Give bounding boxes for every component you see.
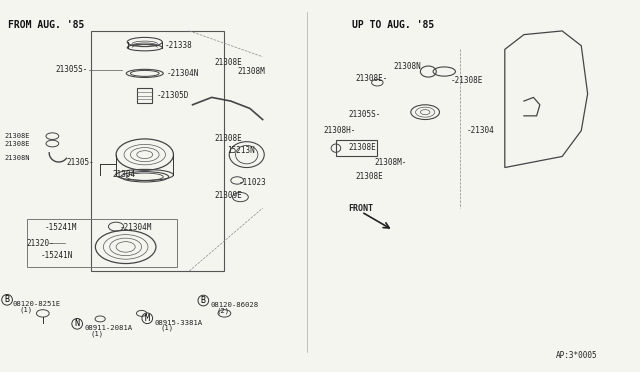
Text: B: B xyxy=(201,296,206,305)
Text: 21308E: 21308E xyxy=(355,172,383,181)
Text: FRONT: FRONT xyxy=(349,203,374,213)
Text: M: M xyxy=(145,314,150,323)
Text: B: B xyxy=(4,295,10,304)
Text: (2): (2) xyxy=(217,307,230,314)
Text: -11023: -11023 xyxy=(239,178,266,187)
Text: 21305S-: 21305S- xyxy=(349,109,381,119)
Text: UP TO AUG. '85: UP TO AUG. '85 xyxy=(352,20,434,30)
Text: 21308E: 21308E xyxy=(215,58,243,67)
Text: N: N xyxy=(75,319,79,328)
Text: 08915-3381A: 08915-3381A xyxy=(154,320,202,326)
Text: 08120-86028: 08120-86028 xyxy=(211,302,259,308)
Text: -15241M: -15241M xyxy=(45,223,77,232)
Text: -15241N: -15241N xyxy=(41,251,73,260)
Text: 08911-2081A: 08911-2081A xyxy=(84,325,132,331)
Text: 21308M: 21308M xyxy=(237,67,265,76)
Bar xyxy=(137,88,152,103)
Text: 21308N: 21308N xyxy=(394,61,421,71)
Text: -21338: -21338 xyxy=(165,41,193,50)
Text: (1): (1) xyxy=(161,325,174,331)
Text: 21308E: 21308E xyxy=(215,134,243,142)
Text: 21308E: 21308E xyxy=(349,143,376,152)
Text: -21304N: -21304N xyxy=(167,69,200,78)
Text: -21308E: -21308E xyxy=(451,76,483,85)
Text: 21305-: 21305- xyxy=(66,157,94,167)
Bar xyxy=(336,140,378,157)
Text: AP:3*0005: AP:3*0005 xyxy=(556,351,597,360)
Text: 21308M-: 21308M- xyxy=(374,157,406,167)
Bar xyxy=(91,31,225,271)
Text: 21308H-: 21308H- xyxy=(323,126,356,135)
Text: (1): (1) xyxy=(19,307,33,313)
Text: -21304M: -21304M xyxy=(119,223,152,232)
Text: 15213N: 15213N xyxy=(228,147,255,155)
Text: 21308E-: 21308E- xyxy=(355,74,387,83)
Text: 21309E: 21309E xyxy=(215,191,243,200)
Text: 21308N: 21308N xyxy=(4,155,30,161)
Text: 21308E: 21308E xyxy=(4,141,30,147)
Text: 21308E: 21308E xyxy=(4,133,30,139)
Text: (1): (1) xyxy=(91,330,104,337)
Text: 21305S-: 21305S- xyxy=(55,65,88,74)
Text: FROM AUG. '85: FROM AUG. '85 xyxy=(8,20,84,30)
Text: -21305D: -21305D xyxy=(156,91,189,100)
Bar xyxy=(27,219,177,267)
Text: -21304: -21304 xyxy=(467,126,494,135)
Text: 21320-: 21320- xyxy=(27,239,54,248)
Text: 21304: 21304 xyxy=(113,170,136,179)
Text: 08120-8251E: 08120-8251E xyxy=(13,301,61,307)
